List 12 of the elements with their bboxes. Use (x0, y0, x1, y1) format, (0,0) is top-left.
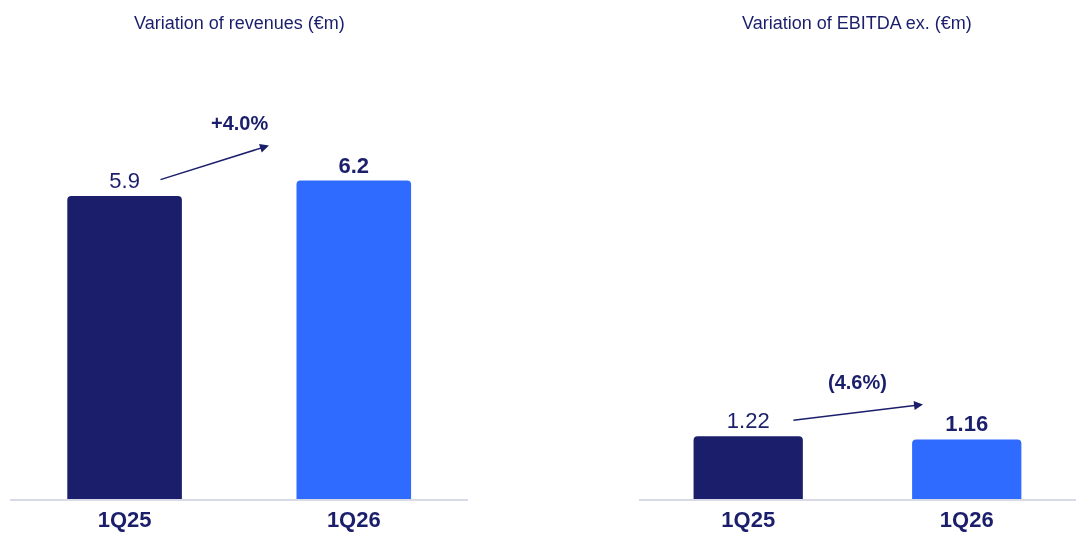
x-tick-label: 1Q25 (97, 507, 152, 533)
data-label: 6.2 (338, 152, 370, 178)
data-label: 5.9 (109, 167, 140, 193)
text: +4.0% (211, 112, 269, 134)
text: (4.6%) (828, 371, 887, 393)
data-label: 1.22 (726, 408, 770, 434)
x-tick-label: 1Q26 (939, 507, 994, 533)
x-tick-label: 1Q25 (721, 507, 776, 533)
x-tick-label: 1Q26 (326, 507, 381, 533)
chart-title: Variation of revenues (€m) (134, 13, 345, 33)
chart-title: Variation of EBITDA ex. (€m) (742, 13, 972, 33)
data-label: 1.16 (945, 411, 989, 437)
